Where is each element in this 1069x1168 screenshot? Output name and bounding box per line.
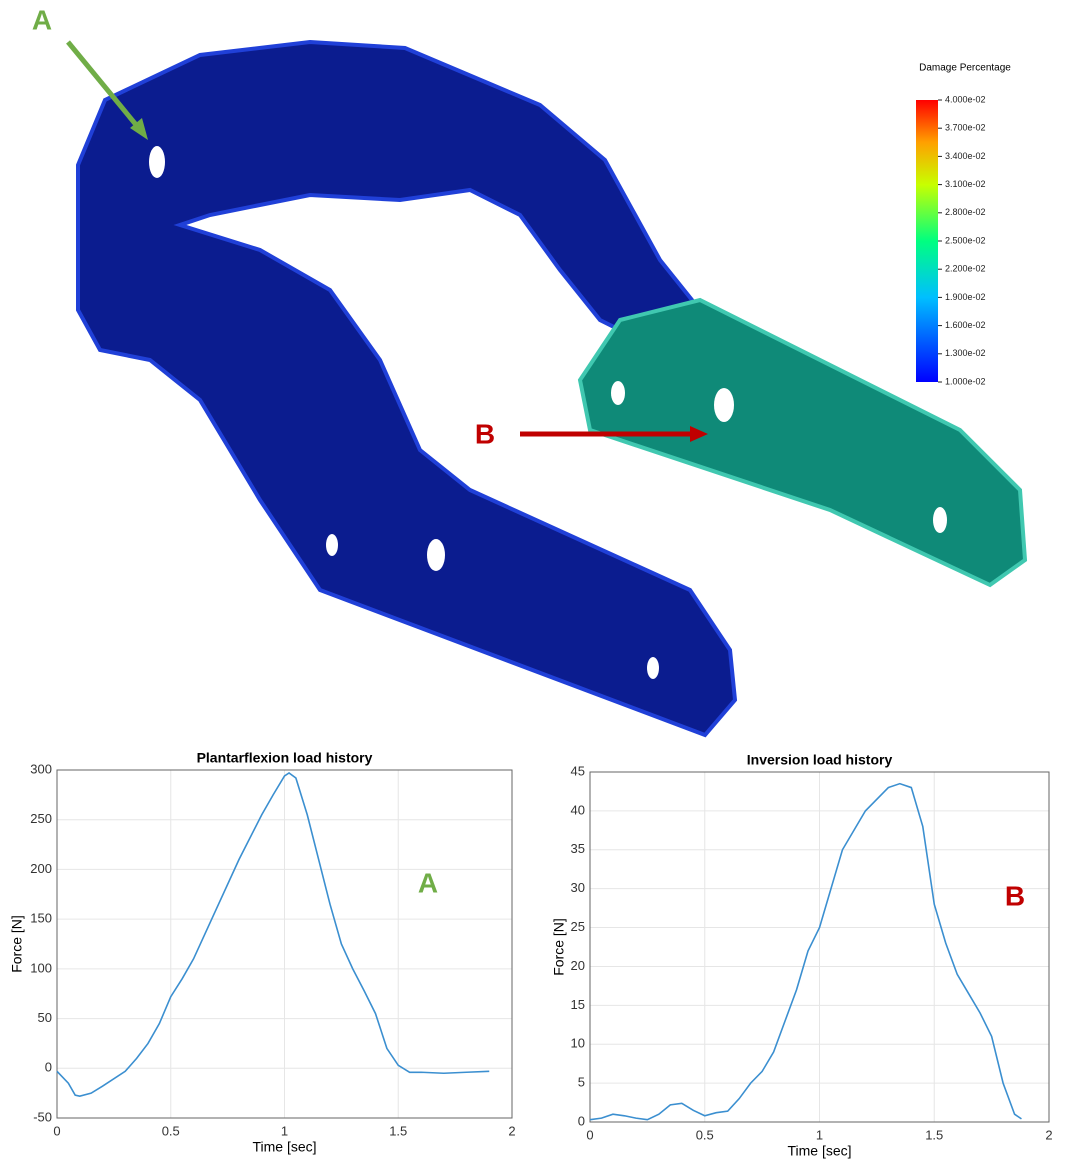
- colorbar-tick-label: 3.700e-02: [945, 123, 986, 133]
- chart-title: Inversion load history: [747, 752, 893, 768]
- chart-annotation: A: [418, 867, 438, 898]
- colorbar-tick-label: 3.400e-02: [945, 151, 986, 161]
- y-tick-label: 0: [578, 1113, 585, 1128]
- annotation: B: [475, 418, 495, 449]
- x-tick-label: 2: [508, 1123, 515, 1138]
- x-tick-label: 0.5: [696, 1127, 714, 1142]
- figure: A B Damage Percentage 4.000e-02 3.700e-02…: [0, 0, 1069, 1168]
- colorbar-tick-label: 1.900e-02: [945, 292, 986, 302]
- hole: [326, 534, 338, 556]
- x-axis-label: Time [sec]: [252, 1139, 316, 1155]
- x-tick-label: 1: [281, 1123, 288, 1138]
- y-tick-label: 20: [571, 958, 585, 973]
- x-tick-label: 0.5: [162, 1123, 180, 1138]
- chart-annotation: B: [1005, 880, 1025, 911]
- colorbar-tick-label: 2.800e-02: [945, 207, 986, 217]
- hole: [149, 146, 165, 178]
- y-tick-label: 40: [571, 802, 585, 817]
- x-tick-label: 2: [1045, 1127, 1052, 1142]
- bracket-right-arm: [580, 300, 1025, 585]
- y-tick-label: 0: [45, 1060, 52, 1075]
- y-tick-label: 50: [38, 1010, 52, 1025]
- colorbar-tick-label: 1.300e-02: [945, 348, 986, 358]
- annotation: A: [32, 4, 52, 35]
- x-tick-label: 1.5: [389, 1123, 407, 1138]
- x-axis-label: Time [sec]: [787, 1143, 851, 1159]
- y-tick-label: -50: [33, 1109, 52, 1124]
- hole: [611, 381, 625, 405]
- y-tick-label: 200: [30, 861, 52, 876]
- colorbar-tick-label: 3.100e-02: [945, 179, 986, 189]
- colorbar-title: Damage Percentage: [919, 63, 1011, 74]
- x-tick-label: 1.5: [925, 1127, 943, 1142]
- y-tick-label: 25: [571, 919, 585, 934]
- y-tick-label: 35: [571, 841, 585, 856]
- hole: [714, 388, 734, 422]
- colorbar-tick-label: 1.600e-02: [945, 320, 986, 330]
- hole: [427, 539, 445, 571]
- y-tick-label: 30: [571, 880, 585, 895]
- hole: [647, 657, 659, 679]
- x-tick-label: 0: [53, 1123, 60, 1138]
- colorbar-tick-label: 4.000e-02: [945, 94, 986, 104]
- part-render: A B Damage Percentage: [32, 4, 1025, 735]
- x-tick-label: 0: [586, 1127, 593, 1142]
- colorbar-tick-label: 2.500e-02: [945, 235, 986, 245]
- y-tick-label: 250: [30, 811, 52, 826]
- y-tick-label: 300: [30, 761, 52, 776]
- y-tick-label: 10: [571, 1036, 585, 1051]
- y-axis-label: Force [N]: [9, 915, 25, 973]
- colorbar-tick-label: 2.200e-02: [945, 264, 986, 274]
- y-tick-label: 5: [578, 1075, 585, 1090]
- colorbar: [916, 100, 938, 382]
- x-tick-label: 1: [816, 1127, 823, 1142]
- hole: [933, 507, 947, 533]
- y-tick-label: 100: [30, 960, 52, 975]
- y-tick-label: 15: [571, 997, 585, 1012]
- chart-title: Plantarflexion load history: [197, 750, 373, 766]
- y-tick-label: 45: [571, 763, 585, 778]
- y-axis-label: Force [N]: [551, 918, 567, 976]
- y-tick-label: 150: [30, 911, 52, 926]
- colorbar-tick-label: 1.000e-02: [945, 376, 986, 386]
